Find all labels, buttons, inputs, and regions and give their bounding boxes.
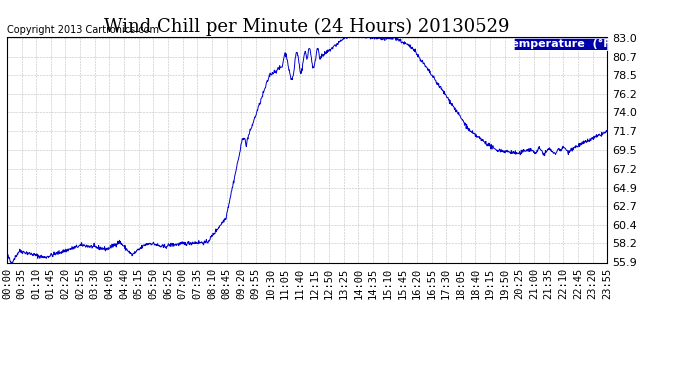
Text: Copyright 2013 Cartronics.com: Copyright 2013 Cartronics.com [7, 25, 159, 35]
Title: Wind Chill per Minute (24 Hours) 20130529: Wind Chill per Minute (24 Hours) 2013052… [104, 18, 510, 36]
